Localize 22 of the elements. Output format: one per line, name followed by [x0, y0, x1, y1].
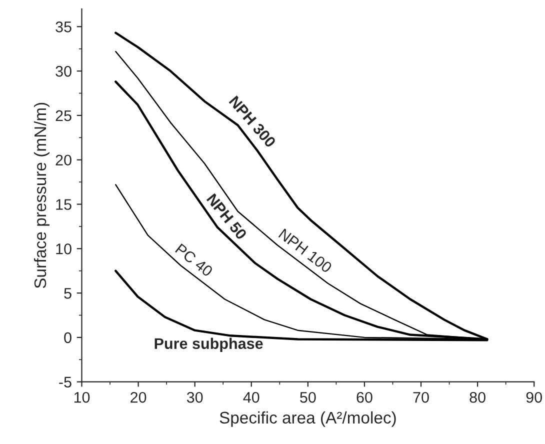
y-tick-label: 20	[56, 154, 72, 166]
y-tick-label: 10	[56, 244, 72, 254]
x-axis-title: Specific area (A²/molec)	[220, 411, 396, 427]
x-tick-label: 30	[186, 392, 203, 403]
y-tick-label: 30	[56, 66, 72, 77]
x-tick-label: 70	[413, 392, 429, 403]
y-tick-label: 35	[56, 22, 72, 32]
x-tick-label: 20	[130, 392, 146, 403]
x-tick-label: 10	[74, 392, 90, 403]
x-tick-label: 80	[470, 392, 486, 403]
y-tick-label: 0	[64, 332, 72, 344]
y-tick-label: 15	[56, 199, 72, 210]
y-tick-label: 5	[64, 288, 72, 299]
x-tick-label: 60	[356, 392, 372, 403]
x-tick-label: 90	[526, 392, 542, 403]
x-tick-label: 40	[243, 392, 260, 403]
y-axis-title: Surface pressure (mN/m)	[34, 102, 50, 288]
series-label: Pure subphase	[154, 338, 263, 352]
x-tick-label: 50	[300, 392, 316, 403]
y-tick-label: 25	[56, 110, 72, 122]
y-tick-label: -5	[59, 376, 72, 388]
text: PC 40	[174, 243, 214, 278]
